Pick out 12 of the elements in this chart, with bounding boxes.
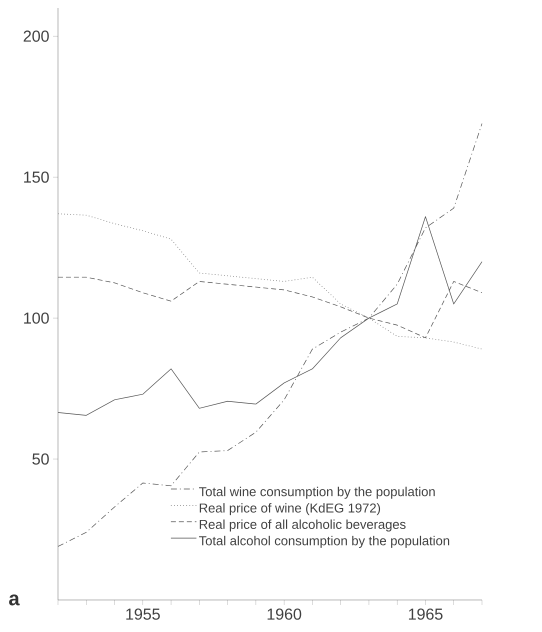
y-tick-label: 200 [24, 30, 49, 42]
legend-label: Total wine consumption by the population [199, 486, 435, 499]
legend-label: Real price of all alcoholic beverages [200, 519, 406, 532]
x-tick-label: 1965 [408, 608, 443, 620]
y-tick-label: 50 [32, 453, 49, 465]
legend-label: Real price of wine (KdEG 1972) [200, 503, 380, 516]
y-tick-label: 100 [24, 312, 49, 324]
x-tick-label: 1955 [126, 608, 160, 620]
x-tick-label: 1960 [268, 608, 302, 620]
text: a [9, 594, 20, 606]
legend-label: Total alcohol consumption by the population [199, 536, 450, 548]
y-tick-label: 150 [24, 172, 49, 183]
